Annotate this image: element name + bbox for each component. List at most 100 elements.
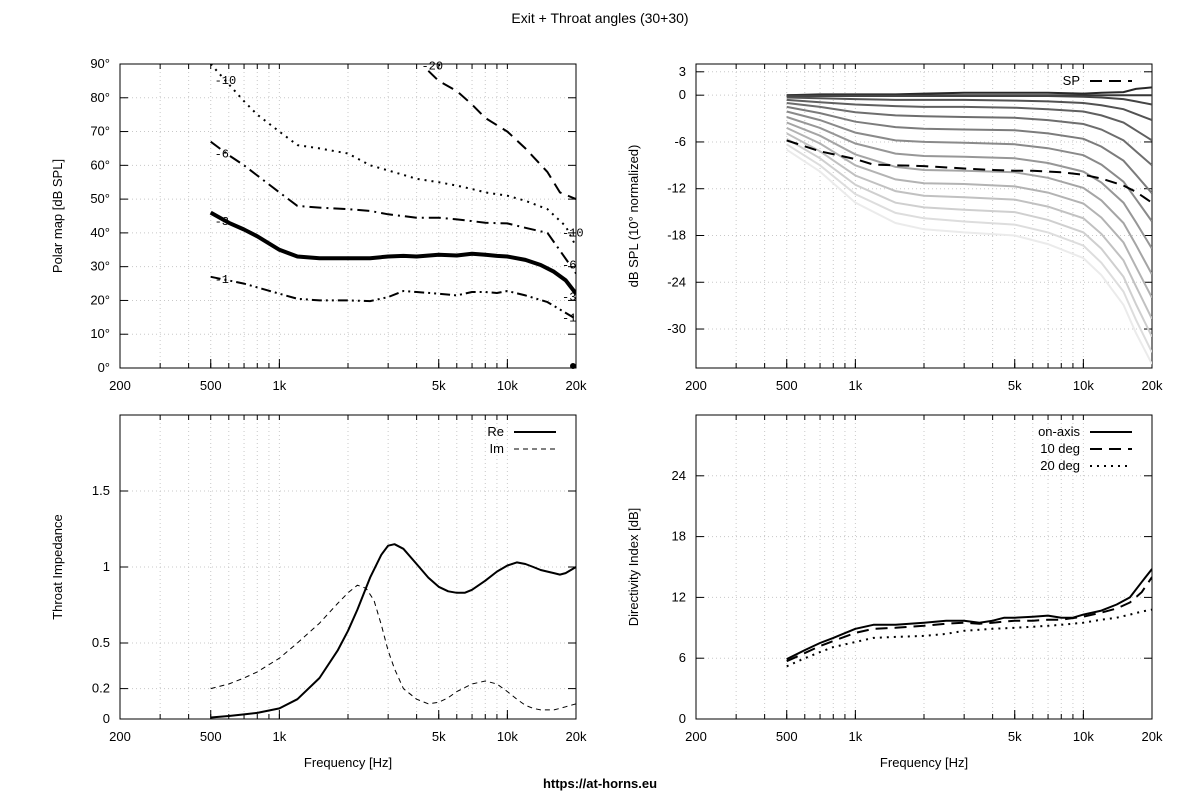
y-tick-label: -24 — [667, 274, 686, 289]
series-re — [210, 543, 576, 719]
panel-polar-map: 0° 10° 20° 30° 40° 50° 60° 70° 80° 90° 200 500 1k 5k 1… — [50, 56, 587, 393]
angle-curve-20deg — [786, 98, 1152, 142]
plot-frame — [695, 63, 1153, 369]
x-tick-label: 1k — [848, 378, 862, 393]
legend-label: SP — [1063, 73, 1080, 88]
y-tick-label: 0° — [98, 360, 110, 375]
contour-label: -10 — [562, 227, 584, 241]
x-tick-label: 20k — [566, 729, 587, 744]
contour--1 — [210, 275, 576, 320]
legend: SP — [1063, 73, 1132, 88]
legend: Re Im — [487, 424, 556, 456]
contour--3 — [209, 210, 576, 295]
x-tick-label: 1k — [848, 729, 862, 744]
y-tick-label: 12 — [672, 589, 686, 604]
x-tick-label: 10k — [1073, 729, 1094, 744]
angle-curve-50deg — [786, 126, 1152, 299]
angle-curve-35deg — [786, 110, 1152, 223]
contour-label: -3 — [215, 215, 229, 229]
x-tick-label: 10k — [1073, 378, 1094, 393]
y-tick-label: 0 — [103, 711, 110, 726]
contour-label: -1 — [215, 273, 229, 287]
x-tick-label: 1k — [272, 378, 286, 393]
x-tick-label: 200 — [685, 729, 707, 744]
x-tick-label: 500 — [200, 729, 222, 744]
contour-label: -3 — [562, 291, 576, 305]
panel-directivity-index: 0 6 12 18 24 200 500 1k 5k 10k 20k Directivity Inde… — [626, 414, 1163, 770]
x-tick-label: 20k — [566, 378, 587, 393]
x-tick-label: 5k — [1008, 729, 1022, 744]
legend-label: Re — [487, 424, 504, 439]
angle-curve-10deg — [786, 95, 1152, 106]
angle-curve-0deg — [786, 86, 1152, 97]
plot-frame — [695, 414, 1153, 720]
y-tick-label: 80° — [90, 90, 110, 105]
x-tick-label: 10k — [497, 729, 518, 744]
x-tick-label: 500 — [776, 378, 798, 393]
x-tick-label: 500 — [776, 729, 798, 744]
y-tick-label: 0 — [679, 711, 686, 726]
plot-area — [786, 568, 1152, 668]
plot-area — [786, 86, 1152, 365]
contour-label: -6 — [215, 148, 229, 162]
grid — [119, 415, 577, 720]
legend-label: Im — [490, 441, 504, 456]
legend-label: on-axis — [1038, 424, 1080, 439]
y-tick-label: 70° — [90, 124, 110, 139]
x-tick-label: 200 — [109, 378, 131, 393]
panel-spl-curves: 3 0 -6 -12 -18 -24 -30 200 500 1k 5k 10k 20k dB SPL (… — [626, 63, 1163, 393]
y-tick-label: 10° — [90, 326, 110, 341]
grid — [119, 63, 577, 369]
series-20-deg — [786, 608, 1152, 668]
y-tick-label: 0 — [679, 87, 686, 102]
y-tick-label: -18 — [667, 227, 686, 242]
contour--20 — [427, 70, 576, 201]
contour-label: -1 — [562, 312, 576, 326]
angle-curve-25deg — [786, 102, 1152, 167]
contour-label: -6 — [562, 259, 576, 273]
y-axis-label: Directivity Index [dB] — [626, 508, 641, 627]
x-tick-label: 5k — [432, 729, 446, 744]
x-tick-label: 200 — [685, 378, 707, 393]
grid — [695, 415, 1153, 720]
angle-curve-70deg — [786, 148, 1152, 365]
y-tick-label: 18 — [672, 529, 686, 544]
contour-label: -10 — [215, 74, 237, 88]
y-tick-label: 50° — [90, 191, 110, 206]
grid — [695, 64, 1153, 368]
x-tick-label: 1k — [272, 729, 286, 744]
series-on-axis — [786, 568, 1152, 661]
y-tick-label: 20° — [90, 292, 110, 307]
panel-throat-impedance: 0 0.2 0.5 1 1.5 200 500 1k 5k 10k 20k Throat Impeda… — [50, 414, 587, 770]
angle-curve-60deg — [786, 137, 1152, 338]
angle-curve-65deg — [786, 143, 1152, 353]
legend-label: 10 deg — [1040, 441, 1080, 456]
angle-curve-40deg — [786, 116, 1152, 250]
y-axis-label: Throat Impedance — [50, 514, 65, 620]
y-tick-label: -12 — [667, 181, 686, 196]
series-10-deg — [786, 576, 1152, 663]
series-im — [210, 584, 576, 711]
x-tick-label: 200 — [109, 729, 131, 744]
x-tick-label: 20k — [1142, 378, 1163, 393]
plot-frame — [119, 63, 577, 369]
y-tick-label: 90° — [90, 56, 110, 71]
x-tick-label: 10k — [497, 378, 518, 393]
y-tick-label: 60° — [90, 157, 110, 172]
y-tick-label: 6 — [679, 650, 686, 665]
y-axis-label: dB SPL (10° normalized) — [626, 145, 641, 288]
angle-curve-45deg — [786, 121, 1152, 275]
x-tick-label: 5k — [432, 378, 446, 393]
x-axis-label: Frequency [Hz] — [304, 755, 392, 770]
angle-curve-30deg — [786, 105, 1152, 195]
angle-curve-15deg — [786, 96, 1152, 122]
plot-area — [209, 64, 576, 320]
footer-url: https://at-horns.eu — [542, 776, 658, 791]
y-tick-label: 40° — [90, 225, 110, 240]
page-title: Exit + Throat angles (30+30) — [511, 10, 689, 26]
y-tick-label: 30° — [90, 259, 110, 274]
y-tick-label: 1 — [103, 559, 110, 574]
y-tick-label: 1.5 — [92, 483, 110, 498]
y-tick-label: -30 — [667, 321, 686, 336]
